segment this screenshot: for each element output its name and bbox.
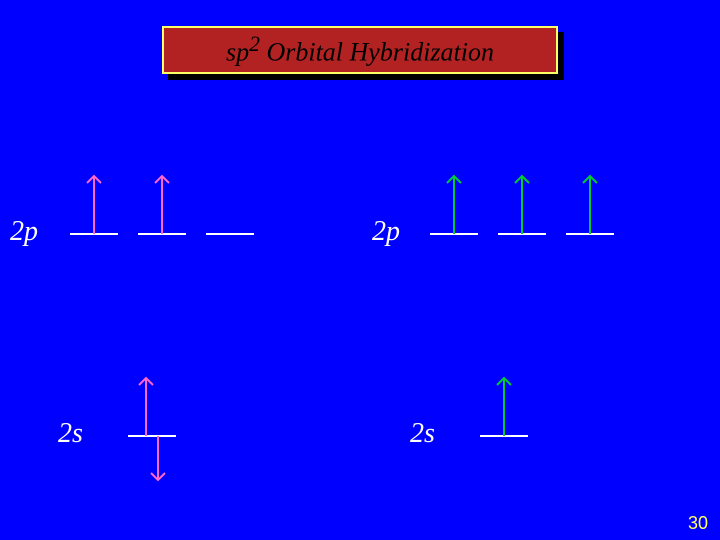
orbital-group-2p-left [70,176,254,282]
title-text: sp2 Orbital Hybridization [226,32,494,68]
orbital-group-2p-right [430,176,614,282]
slide-number: 30 [688,513,708,534]
orbital-group-2s-right [480,378,528,484]
label-2p-right: 2p [372,216,400,248]
label-2s-right: 2s [410,418,435,450]
title-box: sp2 Orbital Hybridization [162,26,558,74]
label-2s-left: 2s [58,418,83,450]
label-2p-left: 2p [10,216,38,248]
orbital-group-2s-left [128,378,176,484]
